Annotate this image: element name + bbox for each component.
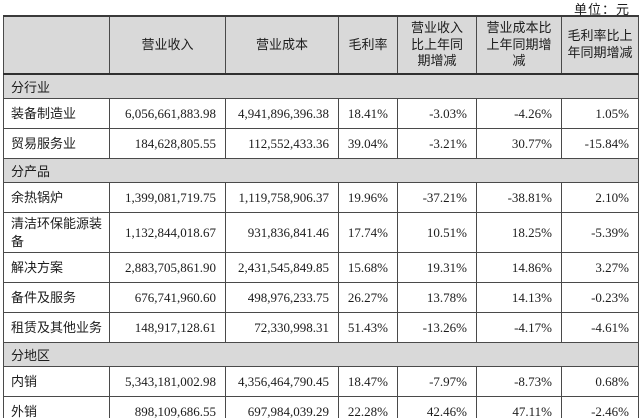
cell-revenue-yoy: 42.46% <box>397 396 477 418</box>
cell-margin-yoy: 2.10% <box>561 182 639 213</box>
cell-revenue-yoy: -3.03% <box>397 98 477 129</box>
unit-label: 单位：元 <box>573 2 630 17</box>
cell-margin: 15.68% <box>338 252 398 284</box>
financial-breakdown-table: 营业收入 营业成本 毛利率 营业收入 比上年同 期增减 营业成本比 上年同期增 … <box>3 15 639 418</box>
section-row: 分地区 <box>3 342 639 368</box>
cell-cost: 697,984,039.29 <box>225 396 339 418</box>
data-row: 贸易服务业 184,628,805.55 112,552,433.36 39.04% -… <box>3 128 639 159</box>
cell-revenue: 184,628,805.55 <box>109 128 226 159</box>
data-row: 内销 5,343,181,002.98 4,356,464,790.45 18.47%… <box>3 366 639 398</box>
cell-cost-yoy: 18.25% <box>476 211 562 254</box>
section-row: 分行业 <box>3 73 639 99</box>
section-title: 分行业 <box>3 73 639 99</box>
data-row: 租赁及其他业务 148,917,128.61 72,330,998.31 51.43%… <box>3 312 639 344</box>
cell-revenue: 148,917,128.61 <box>109 312 226 344</box>
cell-margin: 26.27% <box>338 282 398 314</box>
table-header: 营业收入 营业成本 毛利率 营业收入 比上年同 期增减 营业成本比 上年同期增 … <box>3 15 639 75</box>
cell-label: 装备制造业 <box>3 98 110 129</box>
cell-label: 租赁及其他业务 <box>3 312 110 344</box>
cell-margin-yoy: -5.39% <box>561 211 639 254</box>
cell-label: 贸易服务业 <box>3 128 110 159</box>
cell-margin: 17.74% <box>338 211 398 254</box>
data-row: 备件及服务 676,741,960.60 498,976,233.75 26.27% 1… <box>3 282 639 314</box>
cell-cost: 1,119,758,906.37 <box>225 182 339 213</box>
cell-margin-yoy: -15.84% <box>561 128 639 159</box>
cell-cost: 4,356,464,790.45 <box>225 366 339 398</box>
cell-margin: 39.04% <box>338 128 398 159</box>
cell-revenue: 5,343,181,002.98 <box>109 366 226 398</box>
data-row: 清洁环保能源装备 1,132,844,018.67 931,836,841.46 17… <box>3 211 639 254</box>
cell-margin-yoy: 0.68% <box>561 366 639 398</box>
cell-revenue: 898,109,686.55 <box>109 396 226 418</box>
cell-cost: 498,976,233.75 <box>225 282 339 314</box>
cell-revenue: 676,741,960.60 <box>109 282 226 314</box>
cell-revenue-yoy: -13.26% <box>397 312 477 344</box>
cell-label: 备件及服务 <box>3 282 110 314</box>
cell-cost-yoy: -4.17% <box>476 312 562 344</box>
cell-revenue: 1,399,081,719.75 <box>109 182 226 213</box>
cell-margin: 19.96% <box>338 182 398 213</box>
cell-cost-yoy: 30.77% <box>476 128 562 159</box>
cell-cost: 112,552,433.36 <box>225 128 339 159</box>
cell-revenue-yoy: 10.51% <box>397 211 477 254</box>
col-header-cost-yoy: 营业成本比 上年同期增 减 <box>476 15 562 75</box>
cell-cost: 4,941,896,396.38 <box>225 98 339 129</box>
cell-cost-yoy: 14.86% <box>476 252 562 284</box>
cell-label: 余热锅炉 <box>3 182 110 213</box>
cell-cost-yoy: 14.13% <box>476 282 562 314</box>
cell-revenue-yoy: -3.21% <box>397 128 477 159</box>
section-row: 分产品 <box>3 158 639 183</box>
cell-revenue: 2,883,705,861.90 <box>109 252 226 284</box>
cell-margin: 18.47% <box>338 366 398 398</box>
cell-margin: 51.43% <box>338 312 398 344</box>
cell-label: 清洁环保能源装备 <box>3 211 110 254</box>
cell-margin-yoy: -0.23% <box>561 282 639 314</box>
col-header-margin: 毛利率 <box>338 15 398 75</box>
cell-margin: 18.41% <box>338 98 398 129</box>
col-header-cost: 营业成本 <box>225 15 339 75</box>
header-row: 营业收入 营业成本 毛利率 营业收入 比上年同 期增减 营业成本比 上年同期增 … <box>3 15 639 75</box>
cell-revenue-yoy: 13.78% <box>397 282 477 314</box>
cell-revenue-yoy: -7.97% <box>397 366 477 398</box>
cell-cost-yoy: -8.73% <box>476 366 562 398</box>
cell-margin-yoy: 3.27% <box>561 252 639 284</box>
col-header-margin-yoy: 毛利率比上 年同期增减 <box>561 15 639 75</box>
cell-margin-yoy: -4.61% <box>561 312 639 344</box>
cell-label: 外销 <box>3 396 110 418</box>
cell-cost: 931,836,841.46 <box>225 211 339 254</box>
cell-margin-yoy: -2.46% <box>561 396 639 418</box>
table-body: 分行业 装备制造业 6,056,661,883.98 4,941,896,396.38… <box>3 73 639 418</box>
cell-margin-yoy: 1.05% <box>561 98 639 129</box>
cell-revenue-yoy: -37.21% <box>397 182 477 213</box>
cell-label: 解决方案 <box>3 252 110 284</box>
section-title: 分产品 <box>3 158 639 183</box>
cell-cost: 2,431,545,849.85 <box>225 252 339 284</box>
cell-revenue: 6,056,661,883.98 <box>109 98 226 129</box>
data-row: 解决方案 2,883,705,861.90 2,431,545,849.85 15.6… <box>3 252 639 284</box>
data-row: 余热锅炉 1,399,081,719.75 1,119,758,906.37 19.9… <box>3 182 639 213</box>
col-header-revenue: 营业收入 <box>109 15 226 75</box>
col-header-blank <box>3 15 110 75</box>
cell-revenue-yoy: 19.31% <box>397 252 477 284</box>
cell-margin: 22.28% <box>338 396 398 418</box>
cell-label: 内销 <box>3 366 110 398</box>
cell-cost-yoy: 47.11% <box>476 396 562 418</box>
data-row: 外销 898,109,686.55 697,984,039.29 22.28% 42.4… <box>3 396 639 418</box>
cell-cost: 72,330,998.31 <box>225 312 339 344</box>
data-row: 装备制造业 6,056,661,883.98 4,941,896,396.38 18.… <box>3 98 639 129</box>
cell-revenue: 1,132,844,018.67 <box>109 211 226 254</box>
section-title: 分地区 <box>3 342 639 368</box>
cell-cost-yoy: -4.26% <box>476 98 562 129</box>
col-header-revenue-yoy: 营业收入 比上年同 期增减 <box>397 15 477 75</box>
cell-cost-yoy: -38.81% <box>476 182 562 213</box>
